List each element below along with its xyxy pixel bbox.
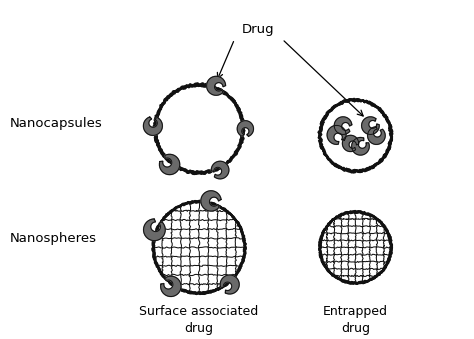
Polygon shape xyxy=(334,117,352,135)
Polygon shape xyxy=(334,117,352,135)
Polygon shape xyxy=(237,121,254,136)
Polygon shape xyxy=(144,117,163,135)
Polygon shape xyxy=(207,76,226,95)
Polygon shape xyxy=(320,100,391,171)
Polygon shape xyxy=(159,154,180,175)
Polygon shape xyxy=(161,276,181,297)
Polygon shape xyxy=(201,191,221,211)
Text: Drug: Drug xyxy=(242,23,274,36)
Polygon shape xyxy=(144,219,165,241)
Text: Nanocapsules: Nanocapsules xyxy=(9,117,102,130)
Polygon shape xyxy=(362,117,379,135)
Polygon shape xyxy=(153,202,245,293)
Polygon shape xyxy=(144,117,163,135)
Polygon shape xyxy=(220,275,239,294)
Text: Entrapped
drug: Entrapped drug xyxy=(323,305,388,335)
Polygon shape xyxy=(327,125,346,144)
Polygon shape xyxy=(207,76,226,95)
Polygon shape xyxy=(201,191,221,211)
Polygon shape xyxy=(161,276,181,297)
Polygon shape xyxy=(320,212,391,283)
Polygon shape xyxy=(368,127,385,144)
Polygon shape xyxy=(342,135,359,152)
Polygon shape xyxy=(220,275,239,294)
Polygon shape xyxy=(144,219,165,241)
Polygon shape xyxy=(362,117,379,135)
Polygon shape xyxy=(352,138,369,155)
Text: Surface associated
drug: Surface associated drug xyxy=(139,305,259,335)
Polygon shape xyxy=(211,161,229,179)
Polygon shape xyxy=(211,161,229,179)
Polygon shape xyxy=(342,135,359,152)
Polygon shape xyxy=(368,127,385,144)
Polygon shape xyxy=(237,121,254,136)
Polygon shape xyxy=(159,154,180,175)
Polygon shape xyxy=(327,125,346,144)
Polygon shape xyxy=(155,85,243,173)
Polygon shape xyxy=(352,138,369,155)
Text: Nanospheres: Nanospheres xyxy=(9,233,97,245)
